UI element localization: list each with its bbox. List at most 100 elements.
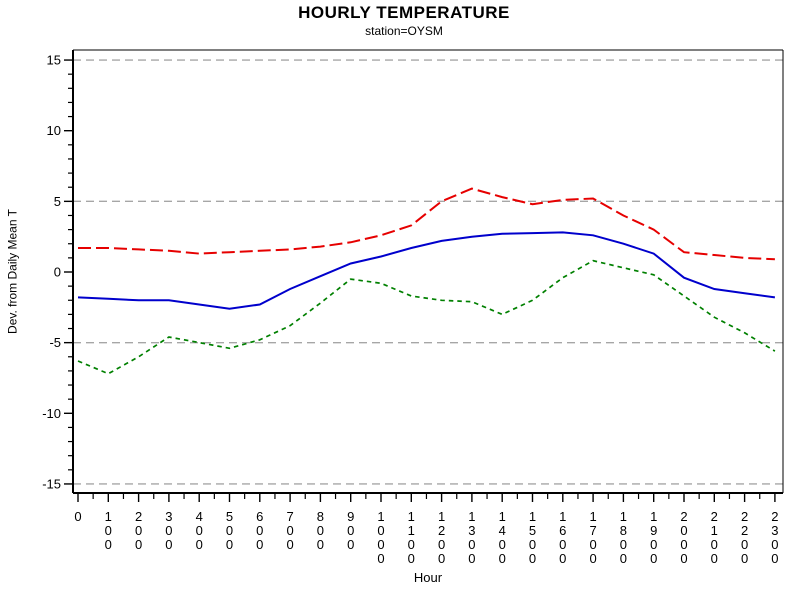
- x-tick-label-char: 0: [226, 523, 233, 538]
- x-tick-label-char: 0: [317, 523, 324, 538]
- y-tick-label: -10: [42, 406, 61, 421]
- x-tick-label-char: 8: [620, 523, 627, 538]
- y-tick-label: 5: [54, 194, 61, 209]
- x-tick-label-char: 0: [256, 523, 263, 538]
- x-tick-label-char: 0: [620, 537, 627, 552]
- x-tick-label-char: 0: [165, 537, 172, 552]
- x-tick-label-char: 0: [499, 537, 506, 552]
- x-tick-label-char: 0: [438, 537, 445, 552]
- x-tick-label-char: 0: [377, 551, 384, 566]
- x-tick-label-char: 0: [286, 523, 293, 538]
- x-tick-label-char: 0: [377, 537, 384, 552]
- x-tick-label-char: 1: [589, 509, 596, 524]
- x-tick-label-char: 0: [650, 551, 657, 566]
- x-tick-label-char: 0: [650, 537, 657, 552]
- x-tick-label-char: 0: [499, 551, 506, 566]
- x-tick-label-char: 0: [135, 523, 142, 538]
- y-tick-label: -15: [42, 476, 61, 491]
- x-tick-label-char: 1: [438, 509, 445, 524]
- x-tick-label-char: 0: [680, 551, 687, 566]
- x-tick-label-char: 0: [620, 551, 627, 566]
- x-tick-label-char: 5: [529, 523, 536, 538]
- x-tick-label-char: 0: [559, 537, 566, 552]
- series-line-red-dashed-upper: [78, 187, 775, 261]
- chart-title: HOURLY TEMPERATURE: [298, 3, 510, 22]
- x-tick-label-char: 6: [256, 509, 263, 524]
- x-tick-label-char: 1: [408, 523, 415, 538]
- x-tick-label-char: 0: [589, 551, 596, 566]
- series-line-blue-solid-middle: [77, 231, 776, 310]
- x-tick-label-char: 0: [377, 523, 384, 538]
- x-tick-label-char: 3: [165, 509, 172, 524]
- x-tick-label-char: 0: [468, 537, 475, 552]
- x-tick-label-char: 0: [468, 551, 475, 566]
- x-tick-label-char: 2: [680, 509, 687, 524]
- x-tick-label-char: 4: [499, 523, 506, 538]
- x-tick-label-char: 1: [105, 509, 112, 524]
- x-tick-label-char: 9: [650, 523, 657, 538]
- x-tick-label-char: 0: [771, 537, 778, 552]
- x-tick-label-char: 0: [196, 537, 203, 552]
- x-tick-label-char: 0: [559, 551, 566, 566]
- x-tick-label-char: 0: [741, 537, 748, 552]
- x-tick-label-char: 2: [771, 509, 778, 524]
- x-tick-label-char: 4: [196, 509, 203, 524]
- x-tick-label-char: 1: [650, 509, 657, 524]
- x-tick-label-char: 0: [226, 537, 233, 552]
- series-line-green-dashed-lower: [77, 259, 776, 375]
- x-tick-label-char: 0: [196, 523, 203, 538]
- x-tick-label-char: 0: [529, 551, 536, 566]
- x-tick-label-char: 0: [105, 537, 112, 552]
- x-tick-label-char: 0: [105, 523, 112, 538]
- x-tick-label-char: 3: [771, 523, 778, 538]
- x-tick-label-char: 2: [711, 509, 718, 524]
- x-tick-label-char: 0: [135, 537, 142, 552]
- x-tick-label-char: 0: [347, 537, 354, 552]
- x-tick-label-char: 9: [347, 509, 354, 524]
- x-tick-label-char: 1: [529, 509, 536, 524]
- x-tick-label-char: 1: [377, 509, 384, 524]
- x-tick-label-char: 0: [408, 551, 415, 566]
- x-tick-label-char: 1: [499, 509, 506, 524]
- x-tick-label-char: 0: [317, 537, 324, 552]
- x-tick-label-char: 0: [438, 551, 445, 566]
- x-tick-label-char: 0: [347, 523, 354, 538]
- x-tick-label-char: 1: [559, 509, 566, 524]
- x-tick-label-char: 0: [680, 537, 687, 552]
- x-tick-label-char: 5: [226, 509, 233, 524]
- x-tick-label-char: 2: [438, 523, 445, 538]
- x-tick-label-char: 7: [286, 509, 293, 524]
- x-tick-label-char: 3: [468, 523, 475, 538]
- x-tick-label-char: 1: [468, 509, 475, 524]
- y-tick-label: 10: [47, 123, 61, 138]
- x-tick-label-char: 0: [711, 551, 718, 566]
- x-axis-title: Hour: [413, 570, 443, 585]
- x-tick-label-char: 0: [711, 537, 718, 552]
- x-tick-label-char: 2: [741, 509, 748, 524]
- x-tick-label-char: 1: [408, 509, 415, 524]
- x-tick-label-char: 0: [529, 537, 536, 552]
- x-tick-label-char: 1: [711, 523, 718, 538]
- x-tick-label-char: 2: [135, 509, 142, 524]
- y-tick-label: 15: [47, 53, 61, 68]
- chart-subtitle: station=OYSM: [365, 24, 443, 38]
- x-tick-label-char: 0: [165, 523, 172, 538]
- x-tick-label-char: 6: [559, 523, 566, 538]
- x-tick-label-char: 0: [286, 537, 293, 552]
- x-tick-label-char: 8: [317, 509, 324, 524]
- x-tick-label-char: 0: [74, 509, 81, 524]
- x-tick-label-char: 7: [589, 523, 596, 538]
- x-tick-label-char: 0: [408, 537, 415, 552]
- x-tick-label-char: 1: [620, 509, 627, 524]
- x-tick-label-char: 0: [680, 523, 687, 538]
- x-tick-label-char: 2: [741, 523, 748, 538]
- x-tick-label-char: 0: [256, 537, 263, 552]
- x-tick-label-char: 0: [589, 537, 596, 552]
- y-tick-label: -5: [49, 335, 61, 350]
- x-tick-label-char: 0: [741, 551, 748, 566]
- x-tick-label-char: 0: [771, 551, 778, 566]
- y-axis-title: Dev. from Daily Mean T: [5, 209, 20, 334]
- y-tick-label: 0: [54, 265, 61, 280]
